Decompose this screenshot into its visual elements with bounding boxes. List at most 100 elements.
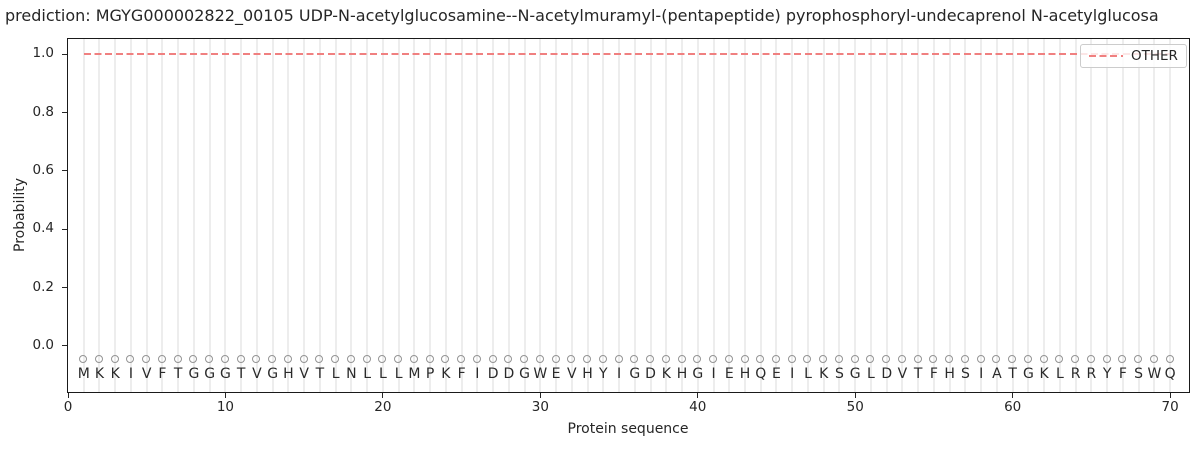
residue-gridline [1058,39,1061,392]
residue-gridline [350,39,353,392]
x-tick-label: 0 [63,399,73,415]
residue-marker-circle [913,355,922,364]
residue-gridline [1121,39,1124,392]
residue-gridline [885,39,888,392]
residue-marker-circle [1102,355,1111,364]
residue-letter: H [676,366,688,382]
residue-marker-circle [94,355,103,364]
residue-marker-circle [142,355,151,364]
residue-marker-circle [551,355,560,364]
residue-marker-circle [1055,355,1064,364]
residue-gridline [744,39,746,392]
residue-marker-circle [693,355,702,364]
residue-gridline [145,39,148,392]
residue-marker-circle [866,355,875,364]
residue-gridline [523,39,526,392]
residue-marker-circle [1086,355,1095,364]
residue-marker-circle [504,355,513,364]
residue-gridline [980,39,983,392]
residue-marker-circle [535,355,544,364]
residue-marker-circle [740,355,749,364]
residue-gridline [712,39,715,392]
x-tick-mark [67,393,69,398]
residue-gridline [539,39,542,392]
residue-marker-circle [299,355,308,364]
residue-letter: G [220,366,231,382]
residue-gridline [98,39,101,392]
residue-letter: H [944,366,955,382]
residue-gridline [192,39,195,392]
residue-marker-circle [315,355,324,364]
residue-gridline [555,39,558,392]
residue-marker-circle [646,355,655,364]
residue-letter: G [629,366,641,382]
residue-marker-circle [598,355,607,364]
residue-gridline [224,39,227,392]
residue-marker-circle [677,355,686,364]
other-probability-line [83,52,1171,55]
residue-gridline [570,39,573,392]
residue-letter: I [475,366,480,382]
residue-gridline [397,39,400,392]
residue-letter: D [503,366,515,382]
residue-letter: T [913,366,923,382]
y-tick-mark [62,53,67,55]
residue-letter: Q [1164,366,1176,382]
residue-marker-circle [189,355,198,364]
residue-letter: K [110,366,120,382]
residue-letter: I [979,366,984,382]
residue-gridline [917,39,920,392]
residue-marker-circle [346,355,355,364]
x-tick-mark [854,393,856,398]
x-tick-label: 70 [1161,399,1179,415]
residue-marker-circle [236,355,245,364]
y-tick-mark [62,112,67,114]
residue-letter: E [772,366,781,382]
residue-letter: S [835,366,844,382]
residue-gridline [602,39,605,392]
residue-gridline [208,39,211,392]
residue-marker-circle [882,355,891,364]
residue-letter: G [267,366,279,382]
residue-letter: D [487,366,499,382]
x-tick-mark [1169,393,1171,398]
residue-letter: V [252,366,262,382]
residue-marker-circle [1008,355,1017,364]
x-axis-label: Protein sequence [567,421,689,437]
y-tick-mark [62,170,67,172]
residue-gridline [1043,39,1046,392]
residue-gridline [129,39,132,392]
residue-marker-circle [787,355,796,364]
residue-letter: L [363,366,372,382]
residue-letter: H [739,366,751,382]
residue-marker-circle [457,355,466,364]
residue-letter: F [457,366,466,382]
residue-marker-circle [157,355,166,364]
residue-gridline [460,39,463,392]
residue-gridline [334,39,337,392]
residue-letter: L [1055,366,1064,382]
residue-marker-circle [960,355,969,364]
residue-marker-circle [661,355,670,364]
y-tick-label: 0.0 [32,336,54,353]
residue-letter: G [519,366,530,382]
residue-marker-circle [441,355,450,364]
x-tick-mark [1012,393,1014,398]
residue-gridline [161,39,164,392]
y-tick-label: 0.6 [32,161,54,178]
residue-gridline [665,39,668,392]
residue-letter: N [346,366,357,382]
chart-title: prediction: MGYG000002822_00105 UDP-N-ac… [5,6,1159,25]
x-tick-label: 10 [216,399,235,415]
residue-letter: L [804,366,812,382]
residue-gridline [366,39,369,392]
residue-letter: H [582,366,593,382]
residue-gridline [1027,39,1030,392]
residue-letter: T [315,366,325,382]
residue-letter: T [236,366,246,382]
residue-gridline [791,39,794,392]
residue-marker-circle [205,355,214,364]
y-tick-mark [62,287,67,289]
x-tick-mark [697,393,699,398]
